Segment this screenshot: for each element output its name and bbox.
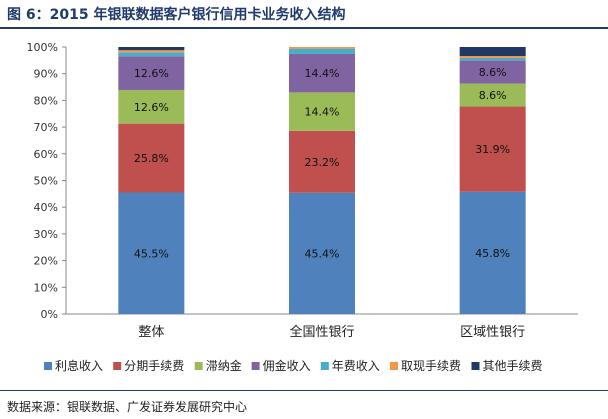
y-tick-label: 10%	[34, 281, 58, 294]
source-bar: 数据来源：银联数据、广发证券发展研究中心	[0, 390, 608, 419]
bar-segment	[289, 53, 355, 93]
y-tick-label: 40%	[34, 201, 58, 214]
legend-swatch	[471, 362, 480, 370]
stacked-bar-chart: 0% 10% 20% 30% 40% 50% 60% 70% 80% 90% 100% 整体 全国性银行…	[27, 41, 578, 373]
bar-segment	[459, 57, 526, 61]
x-category-label: 区域性银行	[460, 325, 525, 340]
y-tick-label: 70%	[34, 121, 58, 134]
legend-label: 取现手续费	[401, 359, 461, 373]
legend-label: 滞纳金	[206, 358, 242, 373]
data-label: 14.4%	[305, 67, 340, 80]
bar-segment	[118, 89, 185, 124]
y-tick-label: 30%	[34, 228, 58, 241]
data-label: 14.4%	[305, 106, 340, 119]
bar-segment	[289, 130, 355, 193]
legend-label: 佣金收入	[263, 358, 311, 373]
bar-segment	[289, 92, 355, 131]
x-category-label: 全国性银行	[289, 324, 354, 340]
bar-segment	[459, 47, 526, 57]
bar-segment	[459, 106, 526, 192]
data-label: 45.5%	[134, 247, 169, 260]
legend-swatch	[251, 362, 260, 370]
legend-label: 其他手续费	[483, 359, 543, 373]
bar-segment	[459, 60, 526, 84]
legend-swatch	[320, 362, 329, 370]
bar-segment	[118, 50, 185, 53]
chart-bars: 45.5% 25.8% 12.6% 12.6% 45.4% 23.2% 14.4% 14.4%…	[118, 47, 526, 314]
bar-segment	[118, 47, 185, 51]
bar-segment	[459, 56, 526, 58]
legend-swatch	[44, 362, 52, 370]
bar-segment	[289, 192, 355, 314]
chart-axes: 0% 10% 20% 30% 40% 50% 60% 70% 80% 90% 100% 整体 全国性银行…	[27, 41, 578, 340]
figure-title: 图 6：2015 年银联数据客户银行信用卡业务收入结构	[7, 7, 346, 23]
data-label: 45.8%	[475, 247, 510, 260]
y-tick-label: 0%	[41, 308, 58, 321]
data-label: 12.6%	[134, 67, 169, 80]
y-tick-label: 50%	[34, 175, 58, 188]
legend-label: 年费收入	[332, 359, 380, 373]
bar-segment	[289, 48, 355, 54]
data-label: 8.6%	[479, 66, 507, 79]
bar-segment	[118, 123, 185, 193]
data-label: 12.6%	[134, 101, 169, 114]
legend-swatch	[194, 362, 203, 370]
legend-swatch	[390, 362, 398, 370]
y-tick-label: 60%	[34, 148, 58, 161]
y-tick-label: 80%	[34, 94, 58, 107]
bar-segment	[118, 56, 185, 90]
data-label: 45.4%	[305, 247, 340, 260]
legend-swatch	[113, 362, 122, 370]
bar-segment	[118, 52, 185, 57]
chart-legend: 利息收入 分期手续费 滞纳金 佣金收入 年费收入 取现手续费 其他手续费	[44, 358, 543, 373]
data-label: 8.6%	[479, 89, 507, 102]
bar-segment	[118, 192, 185, 314]
legend-label: 利息收入	[55, 358, 103, 373]
y-tick-label: 100%	[27, 41, 58, 54]
y-tick-label: 20%	[34, 255, 58, 268]
legend-label: 分期手续费	[124, 359, 184, 373]
bar-segment	[459, 83, 526, 107]
bar-segment	[459, 191, 526, 314]
data-label: 25.8%	[134, 152, 169, 165]
bar-segment	[289, 47, 355, 49]
data-label: 31.9%	[475, 143, 510, 156]
source-note: 数据来源：银联数据、广发证券发展研究中心	[7, 400, 248, 414]
data-label: 23.2%	[305, 156, 340, 169]
y-tick-label: 90%	[34, 68, 58, 81]
title-bar: 图 6：2015 年银联数据客户银行信用卡业务收入结构	[0, 0, 608, 29]
x-category-label: 整体	[138, 325, 164, 340]
